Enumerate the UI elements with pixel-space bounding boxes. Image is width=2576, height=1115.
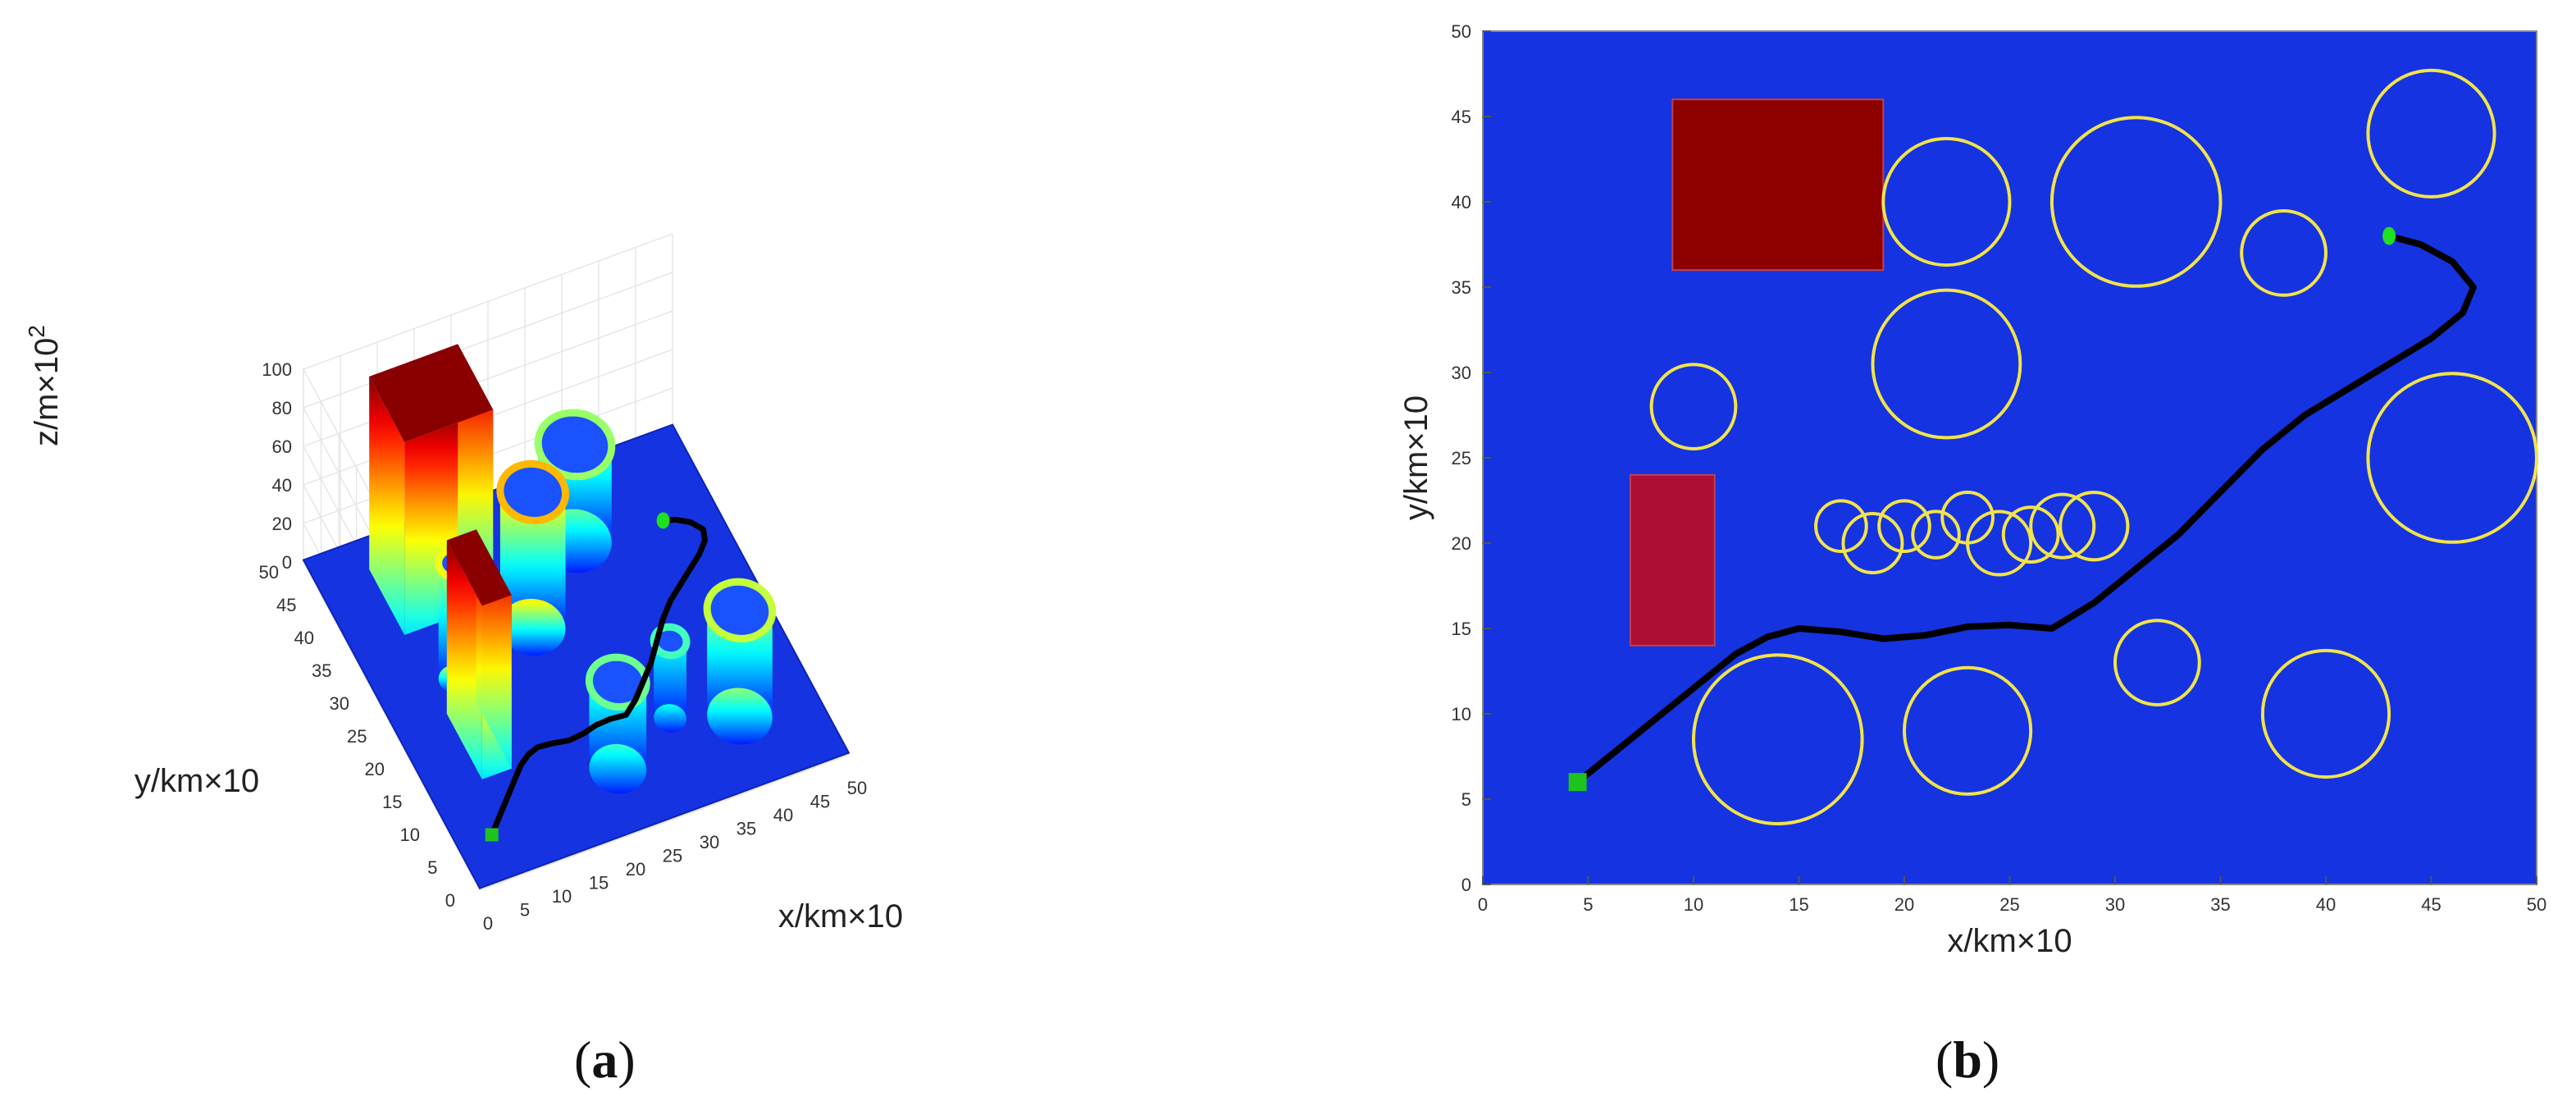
obstacle-circle-4 bbox=[2366, 68, 2496, 199]
y-tick-label: 50 bbox=[1452, 21, 1471, 42]
goal-marker-2d bbox=[2382, 226, 2396, 245]
y-tick-label: 35 bbox=[1452, 277, 1471, 298]
y-tick-label: 10 bbox=[1452, 704, 1471, 724]
y-axis-label: y/km×10 bbox=[134, 763, 259, 799]
obstacle-circle-1 bbox=[1881, 136, 2012, 267]
z-tick-label: 60 bbox=[272, 436, 292, 457]
obstacle-block-1 bbox=[369, 344, 494, 635]
x-tick-label: 30 bbox=[700, 832, 719, 852]
obstacle-rect-2 bbox=[1629, 473, 1716, 647]
obstacle-circle-14 bbox=[2001, 505, 2060, 564]
obstacle-circle-6 bbox=[1649, 363, 1738, 451]
z-axis-label: z/m×102 bbox=[24, 325, 65, 446]
obstacle-circle-8 bbox=[1814, 499, 1868, 554]
x-tick-label: 35 bbox=[736, 819, 756, 839]
ticks-2d: 0 5 10 15 20 25 30 35 40 45 50 0 5 10 15 20 25 30 35 40 45 50 bbox=[1452, 21, 2547, 915]
obstacle-circle-18 bbox=[1903, 665, 2033, 796]
y-tick-label: 40 bbox=[294, 628, 314, 648]
goal-marker-3d bbox=[656, 512, 670, 529]
y-tick-label: 20 bbox=[365, 759, 385, 779]
x-axis-label: x/km×10 bbox=[778, 898, 903, 934]
x-tick-label: 20 bbox=[626, 859, 645, 880]
y-tick-label: 30 bbox=[330, 693, 349, 714]
y-axis-label: y/km×10 bbox=[1398, 395, 1434, 520]
obstacle-circle-16 bbox=[2059, 491, 2130, 562]
start-marker-2d bbox=[1568, 773, 1587, 792]
panel-b-label: (b) bbox=[1935, 1030, 2000, 1089]
panel-a-3d-terrain-chart: 0510152025303540455005101520253035404550… bbox=[24, 233, 903, 934]
z-tick-label: 0 bbox=[282, 552, 292, 573]
panel-b-2d-map-chart: 0 5 10 15 20 25 30 35 40 45 50 0 5 10 15 20 25 30 35 40 45 50… bbox=[1398, 21, 2547, 959]
y-tick-label: 15 bbox=[382, 792, 402, 812]
x-tick-label: 5 bbox=[520, 900, 530, 921]
y-tick-label: 50 bbox=[259, 562, 279, 583]
z-tick-label: 20 bbox=[272, 514, 292, 534]
x-tick-label: 30 bbox=[2105, 894, 2125, 915]
obstacle-circle-7 bbox=[2366, 372, 2538, 544]
x-tick-label: 40 bbox=[2316, 894, 2336, 915]
obstacle-circle-10 bbox=[1877, 499, 1931, 554]
y-tick-label: 35 bbox=[312, 660, 331, 681]
x-tick-label: 10 bbox=[1684, 894, 1703, 915]
y-tick-label: 25 bbox=[1452, 448, 1471, 468]
x-tick-label: 40 bbox=[773, 805, 793, 825]
path-2d bbox=[1574, 232, 2477, 786]
x-tick-label: 15 bbox=[589, 873, 609, 893]
obstacle-circle-11 bbox=[1911, 510, 1961, 560]
z-tick-label: 40 bbox=[272, 475, 292, 496]
obstacle-cylinder-3 bbox=[703, 578, 777, 745]
y-tick-label: 0 bbox=[445, 890, 455, 911]
obstacle-circle-2 bbox=[2049, 116, 2223, 288]
start-marker-3d bbox=[485, 828, 499, 842]
x-tick-label: 25 bbox=[663, 846, 682, 866]
z-tick-label: 80 bbox=[272, 398, 292, 418]
x-tick-label: 35 bbox=[2210, 894, 2230, 915]
x-tick-label: 45 bbox=[2421, 894, 2441, 915]
obstacle-block-2 bbox=[446, 529, 512, 779]
x-tick-label: 15 bbox=[1789, 894, 1808, 915]
y-tick-label: 25 bbox=[347, 726, 367, 747]
y-tick-label: 5 bbox=[427, 857, 437, 878]
y-tick-label: 10 bbox=[400, 825, 420, 845]
x-axis-label: x/km×10 bbox=[1947, 923, 2072, 959]
ticks-3d: 0510152025303540455005101520253035404550… bbox=[259, 359, 868, 934]
x-tick-label: 50 bbox=[847, 778, 867, 798]
map-background bbox=[1483, 31, 2537, 884]
x-tick-label: 25 bbox=[1999, 894, 2019, 915]
obstacle-circle-13 bbox=[1966, 510, 2033, 577]
obstacle-circle-19 bbox=[2113, 619, 2201, 706]
x-tick-label: 5 bbox=[1583, 894, 1593, 915]
y-tick-label: 40 bbox=[1452, 192, 1471, 212]
x-tick-label: 45 bbox=[810, 792, 830, 812]
obstacle-cylinder-1 bbox=[496, 459, 569, 656]
obstacle-circle-20 bbox=[2260, 648, 2391, 779]
obstacle-cylinder-5 bbox=[585, 653, 650, 794]
obstacle-circle-3 bbox=[2240, 209, 2328, 297]
x-tick-label: 0 bbox=[483, 913, 493, 934]
panel-a-label: (a) bbox=[574, 1030, 636, 1089]
y-tick-label: 0 bbox=[1461, 875, 1471, 895]
z-tick-label: 100 bbox=[262, 359, 292, 380]
y-tick-label: 5 bbox=[1461, 789, 1471, 810]
x-tick-label: 10 bbox=[552, 886, 572, 907]
y-tick-label: 45 bbox=[1452, 107, 1471, 127]
path-3d bbox=[489, 516, 708, 838]
x-tick-label: 50 bbox=[2527, 894, 2546, 915]
obstacle-circle-9 bbox=[1841, 512, 1904, 574]
obstacle-rect-1 bbox=[1671, 98, 1885, 272]
obstacle-cylinder-6 bbox=[650, 623, 691, 733]
x-tick-label: 20 bbox=[1894, 894, 1914, 915]
y-tick-label: 45 bbox=[276, 595, 296, 615]
y-tick-label: 30 bbox=[1452, 363, 1471, 383]
y-tick-label: 15 bbox=[1452, 619, 1471, 639]
x-tick-label: 0 bbox=[1478, 894, 1488, 915]
obstacle-circle-17 bbox=[1692, 653, 1864, 826]
obstacle-circle-5 bbox=[1871, 288, 2022, 440]
obstacle-circle-15 bbox=[2029, 492, 2096, 560]
y-tick-label: 20 bbox=[1452, 533, 1471, 554]
